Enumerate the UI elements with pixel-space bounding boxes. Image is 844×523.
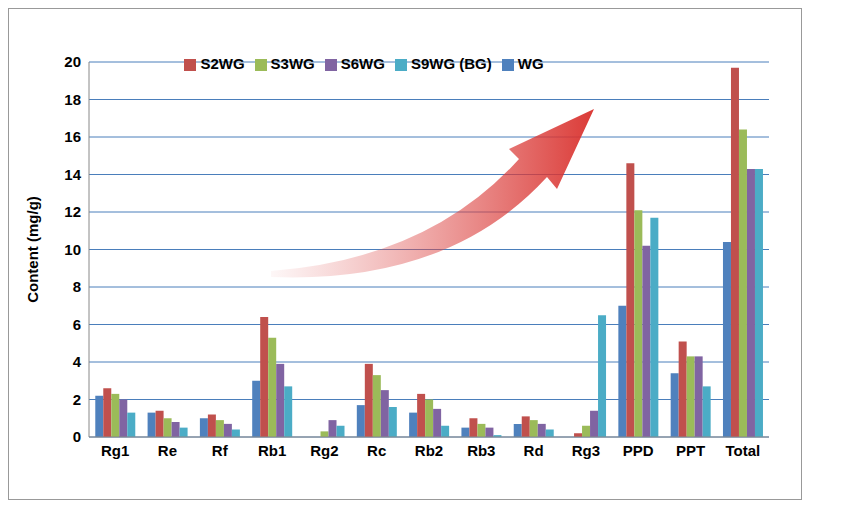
- svg-text:4: 4: [73, 353, 82, 370]
- svg-text:Rd: Rd: [524, 442, 544, 459]
- svg-text:0: 0: [73, 428, 81, 445]
- html-text:S2WG: S2WG: [200, 55, 245, 72]
- html-text:S3WG: S3WG: [270, 55, 315, 72]
- svg-text:8: 8: [73, 278, 81, 295]
- svg-text:10: 10: [64, 241, 81, 258]
- svg-text:PPD: PPD: [623, 442, 654, 459]
- svg-text:Rb1: Rb1: [258, 442, 286, 459]
- svg-text:Total: Total: [725, 442, 760, 459]
- svg-text:16: 16: [64, 128, 81, 145]
- svg-text:Rc: Rc: [367, 442, 386, 459]
- svg-text:Rg2: Rg2: [310, 442, 338, 459]
- svg-text:Rb2: Rb2: [415, 442, 443, 459]
- svg-text:12: 12: [64, 203, 81, 220]
- svg-text:Rb3: Rb3: [467, 442, 495, 459]
- svg-text:Rf: Rf: [212, 442, 229, 459]
- svg-text:14: 14: [64, 166, 81, 183]
- svg-text:6: 6: [73, 316, 81, 333]
- svg-text:PPT: PPT: [676, 442, 705, 459]
- svg-text:Re: Re: [158, 442, 177, 459]
- html-text:S9WG (BG): S9WG (BG): [410, 55, 492, 72]
- svg-text:Content (mg/g): Content (mg/g): [24, 196, 41, 303]
- svg-text:18: 18: [64, 91, 81, 108]
- svg-text:Rg3: Rg3: [572, 442, 600, 459]
- svg-text:20: 20: [64, 53, 81, 70]
- svg-text:Rg1: Rg1: [101, 442, 129, 459]
- svg-text:2: 2: [73, 391, 81, 408]
- html-text:S6WG: S6WG: [340, 55, 385, 72]
- html-text:WG: WG: [517, 55, 544, 72]
